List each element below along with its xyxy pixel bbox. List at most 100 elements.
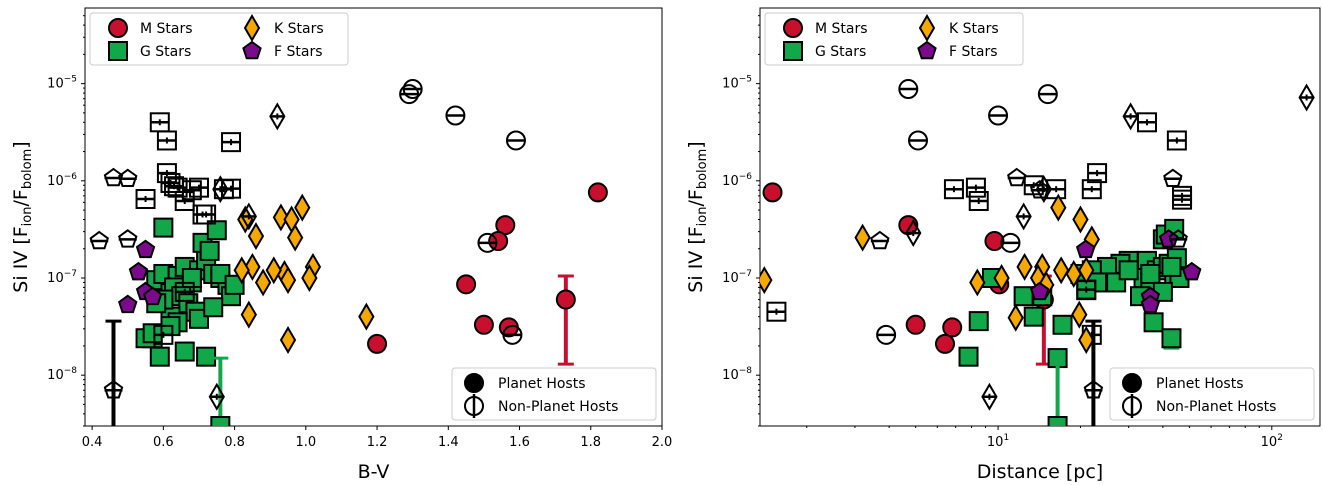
y-axis-label: Si IV [Fion/Fbolom] bbox=[685, 141, 710, 292]
data-point-diamond bbox=[1078, 256, 1095, 285]
data-point-pentagon-open bbox=[103, 379, 124, 399]
data-point-pentagon-open bbox=[1030, 179, 1050, 199]
data-point-diamond bbox=[993, 264, 1010, 292]
legend-marker-square bbox=[108, 41, 128, 61]
data-point-diamond-open bbox=[905, 219, 922, 248]
legend-label: Planet Hosts bbox=[1156, 376, 1244, 392]
data-point-diamond-open bbox=[208, 382, 225, 411]
data-point-pentagon-open bbox=[870, 230, 890, 250]
data-point-pentagon bbox=[128, 261, 149, 281]
x-axis-ticks: 0.4 0.6 0.8 1.0 1.2 1.4 1.6 1.8 2.0 bbox=[82, 426, 673, 450]
data-point-square bbox=[142, 323, 163, 344]
data-point-square bbox=[1047, 416, 1068, 426]
x-tick-label: 0.4 bbox=[82, 435, 103, 450]
legend-label: Non-Planet Hosts bbox=[1156, 399, 1276, 415]
data-point-square bbox=[1161, 256, 1182, 277]
legend-label: G Stars bbox=[815, 44, 866, 60]
panel-distance: 10−8 10−7 10−6 10−5 101 102 Distance [pc] Si IV… bbox=[685, 7, 1321, 483]
data-point-diamond bbox=[1071, 300, 1088, 329]
x-axis-ticks: 101 102 bbox=[806, 426, 1283, 450]
data-point-square bbox=[224, 274, 245, 295]
legend-box bbox=[764, 12, 1024, 66]
data-point-square bbox=[203, 297, 224, 318]
y-tick-label: 10−7 bbox=[47, 269, 77, 286]
legend-label: G Stars bbox=[140, 44, 191, 60]
y-tick-label: 10−5 bbox=[47, 75, 77, 92]
legend-label: Non-Planet Hosts bbox=[498, 399, 618, 415]
data-point-diamond bbox=[969, 268, 986, 297]
data-point-pentagon bbox=[135, 239, 156, 259]
data-point-pentagon-open bbox=[118, 168, 138, 187]
data-point-diamond-open bbox=[1035, 175, 1053, 204]
data-point-circle bbox=[555, 289, 576, 310]
y-tick-label: 10−8 bbox=[47, 366, 77, 383]
data-point-diamond bbox=[1072, 205, 1089, 234]
data-point-diamond-open bbox=[212, 175, 229, 204]
legend-marker-pentagon bbox=[917, 40, 937, 60]
data-point-circle bbox=[905, 314, 926, 335]
legend-marker-filled-circle bbox=[464, 373, 484, 393]
data-point-diamond bbox=[279, 326, 297, 355]
data-point-diamond-open bbox=[1015, 202, 1032, 231]
x-axis-label: B-V bbox=[358, 461, 390, 483]
data-point-pentagon-open bbox=[118, 229, 138, 248]
x-tick-label: 2.0 bbox=[652, 435, 673, 450]
data-point-pentagon bbox=[142, 286, 163, 306]
x-tick-label: 0.8 bbox=[224, 435, 245, 450]
legend-label: K Stars bbox=[949, 21, 999, 37]
data-point-square bbox=[206, 220, 227, 241]
legend-marker-diamond bbox=[918, 14, 936, 42]
data-point-diamond-open bbox=[1298, 83, 1315, 112]
data-point-diamond bbox=[301, 264, 318, 292]
data-point-circle bbox=[367, 333, 388, 354]
legend-box bbox=[451, 367, 657, 421]
data-point-diamond bbox=[244, 252, 261, 281]
data-point-square bbox=[210, 416, 231, 426]
data-point-diamond bbox=[294, 193, 311, 222]
x-tick-label: 1.2 bbox=[367, 435, 388, 450]
data-point-pentagon-open bbox=[89, 230, 109, 250]
legend-box bbox=[1109, 367, 1315, 421]
data-point-circle bbox=[762, 182, 783, 203]
data-point-square bbox=[181, 267, 202, 288]
panel-bv: 10−8 10−7 10−6 10−5 0.4 0.6 0.8 1.0 1.2 1.4 1.6 1.8… bbox=[10, 7, 673, 483]
data-point-diamond bbox=[854, 223, 871, 252]
data-point-square bbox=[958, 346, 979, 367]
data-point-square bbox=[1140, 263, 1161, 284]
legend-marker-circle bbox=[783, 18, 803, 38]
legend-label: Planet Hosts bbox=[498, 376, 586, 392]
data-point-circle bbox=[984, 231, 1005, 252]
data-point-circle bbox=[942, 317, 963, 338]
data-point-square bbox=[153, 217, 174, 238]
data-point-circle bbox=[587, 182, 608, 203]
data-point-pentagon-open bbox=[1083, 379, 1104, 399]
data-point-pentagon-open bbox=[1007, 167, 1027, 187]
x-tick-label: 1.8 bbox=[580, 435, 601, 450]
legend-star-types: M Stars G Stars K Stars F Stars bbox=[89, 12, 349, 66]
data-point-circle bbox=[935, 333, 956, 354]
data-points bbox=[89, 79, 608, 426]
data-point-diamond bbox=[265, 256, 282, 285]
x-tick-label: 1.0 bbox=[295, 435, 316, 450]
y-axis-ticks: 10−8 10−7 10−6 10−5 bbox=[47, 15, 85, 427]
data-point-diamond bbox=[1007, 303, 1024, 332]
data-point-diamond bbox=[240, 300, 257, 329]
data-point-square bbox=[199, 240, 220, 261]
data-point-circle bbox=[473, 314, 494, 335]
x-tick-label: 101 bbox=[987, 433, 1009, 450]
y-tick-label: 10−7 bbox=[722, 269, 752, 286]
data-point-diamond bbox=[279, 266, 297, 295]
legend-box bbox=[89, 12, 349, 66]
data-point-pentagon bbox=[1140, 294, 1161, 314]
legend-marker-diamond bbox=[243, 14, 261, 42]
data-point-diamond-open bbox=[1122, 102, 1139, 131]
data-point-diamond bbox=[247, 222, 265, 251]
y-tick-label: 10−8 bbox=[722, 366, 752, 383]
y-axis-label: Si IV [Fion/Fbolom] bbox=[10, 141, 35, 292]
x-tick-label: 102 bbox=[1261, 433, 1283, 450]
data-point-square bbox=[1013, 286, 1034, 307]
y-tick-label: 10−6 bbox=[47, 172, 77, 189]
data-point-pentagon bbox=[118, 294, 138, 314]
data-point-diamond-open bbox=[269, 102, 286, 131]
